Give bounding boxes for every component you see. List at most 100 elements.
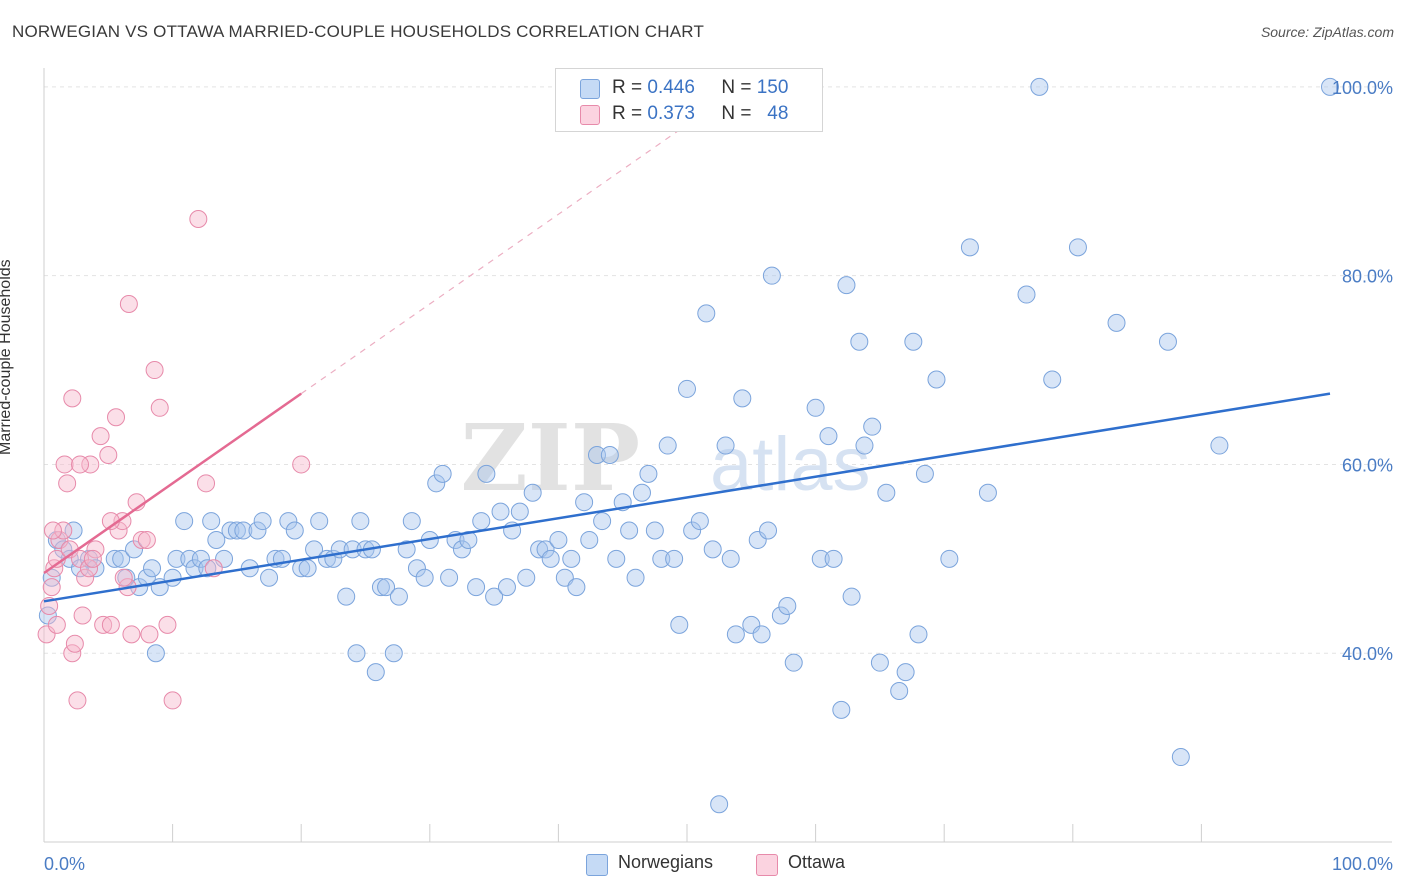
y-tick-label: 80.0%: [1342, 267, 1393, 287]
norwegians-point: [978, 483, 997, 502]
series-legend: Norwegians Ottawa: [0, 852, 1406, 878]
ottawa-point: [99, 446, 118, 464]
norwegians-point: [60, 549, 79, 568]
legend-swatch-norwegians: [586, 854, 608, 876]
norwegians-point: [310, 512, 329, 531]
n-label: N =: [721, 77, 752, 98]
n-label: N =: [721, 103, 752, 124]
norwegians-point: [748, 530, 767, 549]
ottawa-point: [54, 521, 73, 540]
norwegians-point: [351, 512, 370, 531]
chart-title: NORWEGIAN VS OTTAWA MARRIED-COUPLE HOUSE…: [12, 22, 705, 41]
norwegians-point: [863, 417, 882, 436]
norwegians-point: [678, 379, 696, 398]
norwegians-point: [497, 578, 516, 597]
ottawa-point: [91, 427, 110, 446]
norwegians-point: [639, 464, 658, 483]
n-value: 48: [767, 103, 789, 124]
norwegians-point: [593, 512, 612, 531]
ottawa-point: [63, 389, 82, 408]
norwegians-point: [397, 540, 416, 559]
norwegians-point: [690, 512, 709, 531]
norwegians-point: [915, 464, 934, 483]
norwegians-point: [415, 568, 434, 587]
r-label: R =: [612, 77, 643, 98]
norwegians-point: [207, 530, 226, 549]
grid-lines: [44, 86, 1392, 654]
norwegians-point: [927, 370, 946, 389]
norwegians-point: [389, 587, 408, 606]
norwegians-point: [163, 568, 182, 587]
norwegians-point: [1171, 748, 1190, 767]
ottawa-point: [145, 361, 164, 380]
norwegians-point: [191, 549, 210, 568]
ottawa-point: [68, 691, 87, 710]
norwegians-point: [366, 663, 385, 682]
norwegians-point: [472, 512, 491, 531]
ottawa-point: [44, 521, 63, 540]
ottawa-point: [137, 530, 156, 549]
ottawa-point: [71, 549, 90, 568]
ottawa-point: [73, 606, 92, 625]
ottawa-points: [37, 210, 311, 710]
ottawa-point: [50, 530, 69, 549]
norwegians-point: [260, 568, 279, 587]
norwegians-point: [806, 398, 825, 417]
norwegians-point: [562, 549, 581, 568]
norwegians-point: [105, 549, 124, 568]
norwegians-point: [175, 512, 194, 531]
norwegians-point: [407, 559, 426, 578]
norwegians-point: [824, 549, 843, 568]
norwegians-point: [575, 493, 594, 512]
y-tick-label: 60.0%: [1342, 455, 1393, 475]
norwegians-point: [632, 483, 651, 502]
norwegians-point: [137, 568, 156, 587]
ottawa-point: [107, 408, 126, 427]
ottawa-point: [81, 455, 100, 474]
norwegians-point: [832, 700, 851, 719]
norwegians-point: [298, 559, 317, 578]
norwegians-point: [733, 389, 752, 408]
norwegians-point: [1210, 436, 1229, 455]
ottawa-point: [292, 455, 311, 474]
norwegians-point: [402, 512, 421, 531]
norwegians-point: [742, 615, 761, 634]
ottawa-point: [55, 455, 74, 474]
norwegians-point: [855, 436, 874, 455]
norwegians-point: [600, 446, 619, 464]
ottawa-point: [122, 625, 141, 644]
norwegians-point: [904, 332, 923, 351]
legend-swatch-norwegians: [580, 79, 600, 99]
norwegians-point: [683, 521, 702, 540]
ottawa-point: [189, 210, 208, 229]
norwegians-point: [721, 549, 740, 568]
source-label: Source: ZipAtlas.com: [1260, 24, 1394, 40]
norwegians-point: [819, 427, 838, 446]
ottawa-point: [83, 549, 102, 568]
y-tick-label: 40.0%: [1342, 644, 1393, 664]
norwegians-point: [433, 464, 452, 483]
norwegians-point: [658, 436, 677, 455]
norwegians-point: [64, 521, 83, 540]
r-label: R =: [612, 103, 643, 124]
ottawa-point: [47, 615, 66, 634]
norwegians-point: [1043, 370, 1062, 389]
norwegians-point: [607, 549, 626, 568]
ottawa-point: [119, 294, 138, 313]
ottawa-point: [114, 568, 133, 587]
norwegians-point: [467, 578, 486, 597]
norwegians-point: [670, 615, 689, 634]
norwegians-point: [227, 521, 246, 540]
norwegians-point: [337, 587, 356, 606]
ottawa-point: [76, 568, 95, 587]
ottawa-point: [58, 474, 77, 493]
norwegians-point: [896, 663, 915, 682]
trend-lines: [43, 124, 1331, 603]
x-tick-label: 100.0%: [1332, 854, 1393, 874]
norwegians-point: [198, 559, 217, 578]
ottawa-point: [197, 474, 216, 493]
norwegians-point: [1321, 77, 1339, 96]
tick-labels: 40.0% 60.0% 80.0% 100.0% 0.0% 100.0%: [44, 78, 1393, 874]
norwegians-point: [427, 474, 446, 493]
